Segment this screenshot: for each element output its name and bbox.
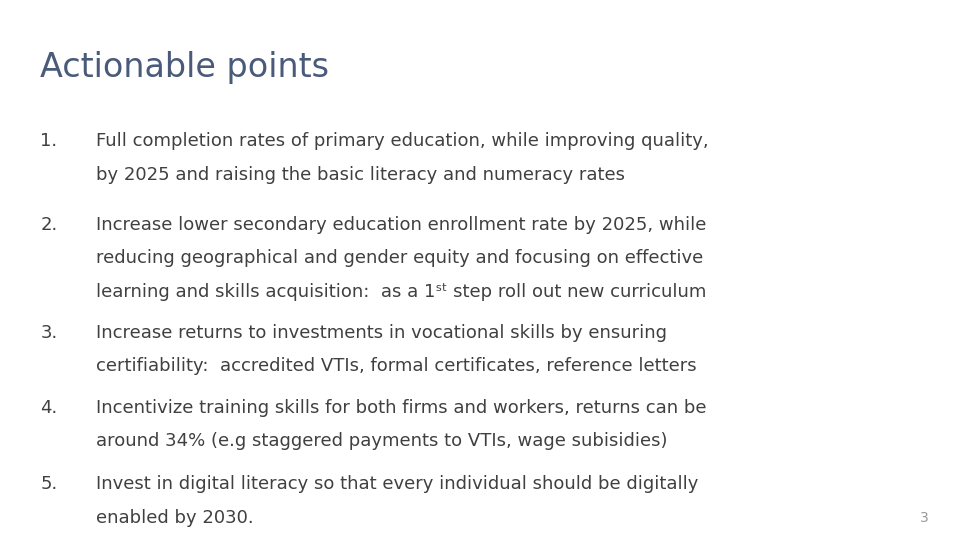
Text: Increase lower secondary education enrollment rate by 2025, while: Increase lower secondary education enrol… [96,216,707,234]
Text: 3: 3 [920,511,928,525]
Text: by 2025 and raising the basic literacy and numeracy rates: by 2025 and raising the basic literacy a… [96,166,625,184]
Text: Incentivize training skills for both firms and workers, returns can be: Incentivize training skills for both fir… [96,399,707,416]
Text: 1.: 1. [40,132,58,150]
Text: enabled by 2030.: enabled by 2030. [96,509,253,526]
Text: Actionable points: Actionable points [40,51,329,84]
Text: learning and skills acquisition:  as a 1ˢᵗ step roll out new curriculum: learning and skills acquisition: as a 1ˢ… [96,283,707,301]
Text: 5.: 5. [40,475,58,493]
Text: Full completion rates of primary education, while improving quality,: Full completion rates of primary educati… [96,132,708,150]
Text: Invest in digital literacy so that every individual should be digitally: Invest in digital literacy so that every… [96,475,698,493]
Text: Increase returns to investments in vocational skills by ensuring: Increase returns to investments in vocat… [96,324,667,342]
Text: 4.: 4. [40,399,58,416]
Text: around 34% (e.g staggered payments to VTIs, wage subisidies): around 34% (e.g staggered payments to VT… [96,432,667,450]
Text: 3.: 3. [40,324,58,342]
Text: certifiability:  accredited VTIs, formal certificates, reference letters: certifiability: accredited VTIs, formal … [96,357,697,375]
Text: 2.: 2. [40,216,58,234]
Text: reducing geographical and gender equity and focusing on effective: reducing geographical and gender equity … [96,249,704,267]
